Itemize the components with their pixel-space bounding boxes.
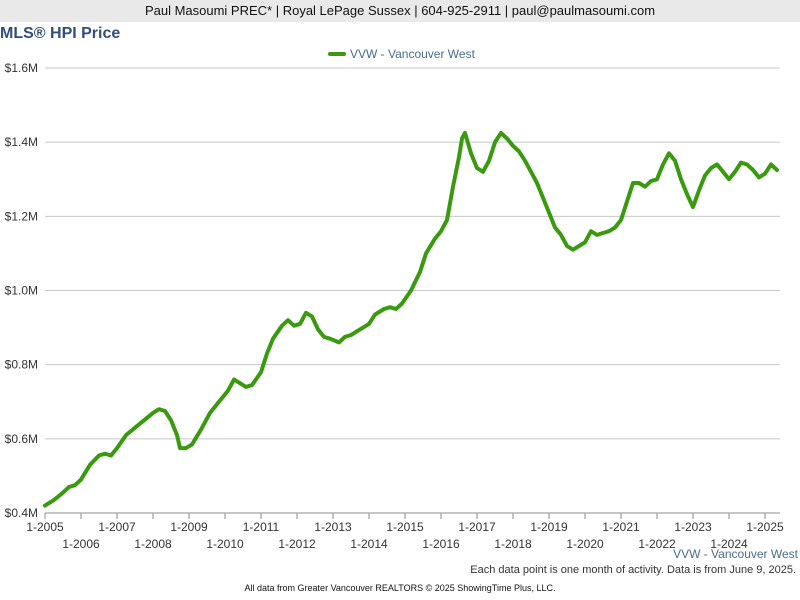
y-tick-label: $0.6M bbox=[5, 432, 38, 446]
contact-text: Paul Masoumi PREC* | Royal LePage Sussex… bbox=[144, 3, 656, 18]
x-tick-label: 1-2009 bbox=[170, 520, 208, 534]
x-tick-label: 1-2017 bbox=[458, 520, 496, 534]
activity-note: Each data point is one month of activity… bbox=[470, 564, 796, 576]
x-tick-label: 1-2011 bbox=[243, 520, 280, 534]
y-tick-label: $0.8M bbox=[5, 358, 38, 372]
y-tick-label: $1.4M bbox=[5, 135, 38, 149]
x-tick-label: 1-2025 bbox=[746, 520, 784, 534]
x-tick-label: 1-2022 bbox=[638, 537, 676, 551]
series-line bbox=[43, 130, 779, 508]
x-tick-label: 1-2024 bbox=[710, 537, 748, 551]
bottom-series-label: VVW - Vancouver West bbox=[673, 547, 799, 561]
x-tick-label: 1-2013 bbox=[314, 520, 352, 534]
y-tick-label: $1.0M bbox=[5, 284, 38, 298]
y-tick-label: $1.2M bbox=[5, 209, 38, 223]
x-tick-label: 1-2018 bbox=[494, 537, 532, 551]
x-tick-label: 1-2005 bbox=[26, 520, 64, 534]
x-tick-label: 1-2016 bbox=[422, 537, 460, 551]
x-tick-label: 1-2014 bbox=[350, 537, 388, 551]
x-tick-label: 1-2006 bbox=[62, 537, 100, 551]
x-tick-label: 1-2019 bbox=[530, 520, 568, 534]
y-tick-label: $1.6M bbox=[5, 61, 38, 75]
contact-header: Paul Masoumi PREC* | Royal LePage Sussex… bbox=[0, 0, 800, 22]
y-tick-label: $0.4M bbox=[5, 506, 38, 520]
x-tick-label: 1-2007 bbox=[98, 520, 136, 534]
source-footer: All data from Greater Vancouver REALTORS… bbox=[244, 583, 556, 593]
x-tick-label: 1-2010 bbox=[206, 537, 244, 551]
x-tick-label: 1-2020 bbox=[566, 537, 604, 551]
chart-title: MLS® HPI Price bbox=[0, 25, 121, 42]
x-tick-label: 1-2023 bbox=[674, 520, 712, 534]
x-tick-label: 1-2021 bbox=[602, 520, 640, 534]
x-tick-label: 1-2015 bbox=[386, 520, 424, 534]
x-tick-label: 1-2008 bbox=[134, 537, 172, 551]
legend-label: VVW - Vancouver West bbox=[350, 47, 476, 61]
x-tick-label: 1-2012 bbox=[278, 537, 316, 551]
